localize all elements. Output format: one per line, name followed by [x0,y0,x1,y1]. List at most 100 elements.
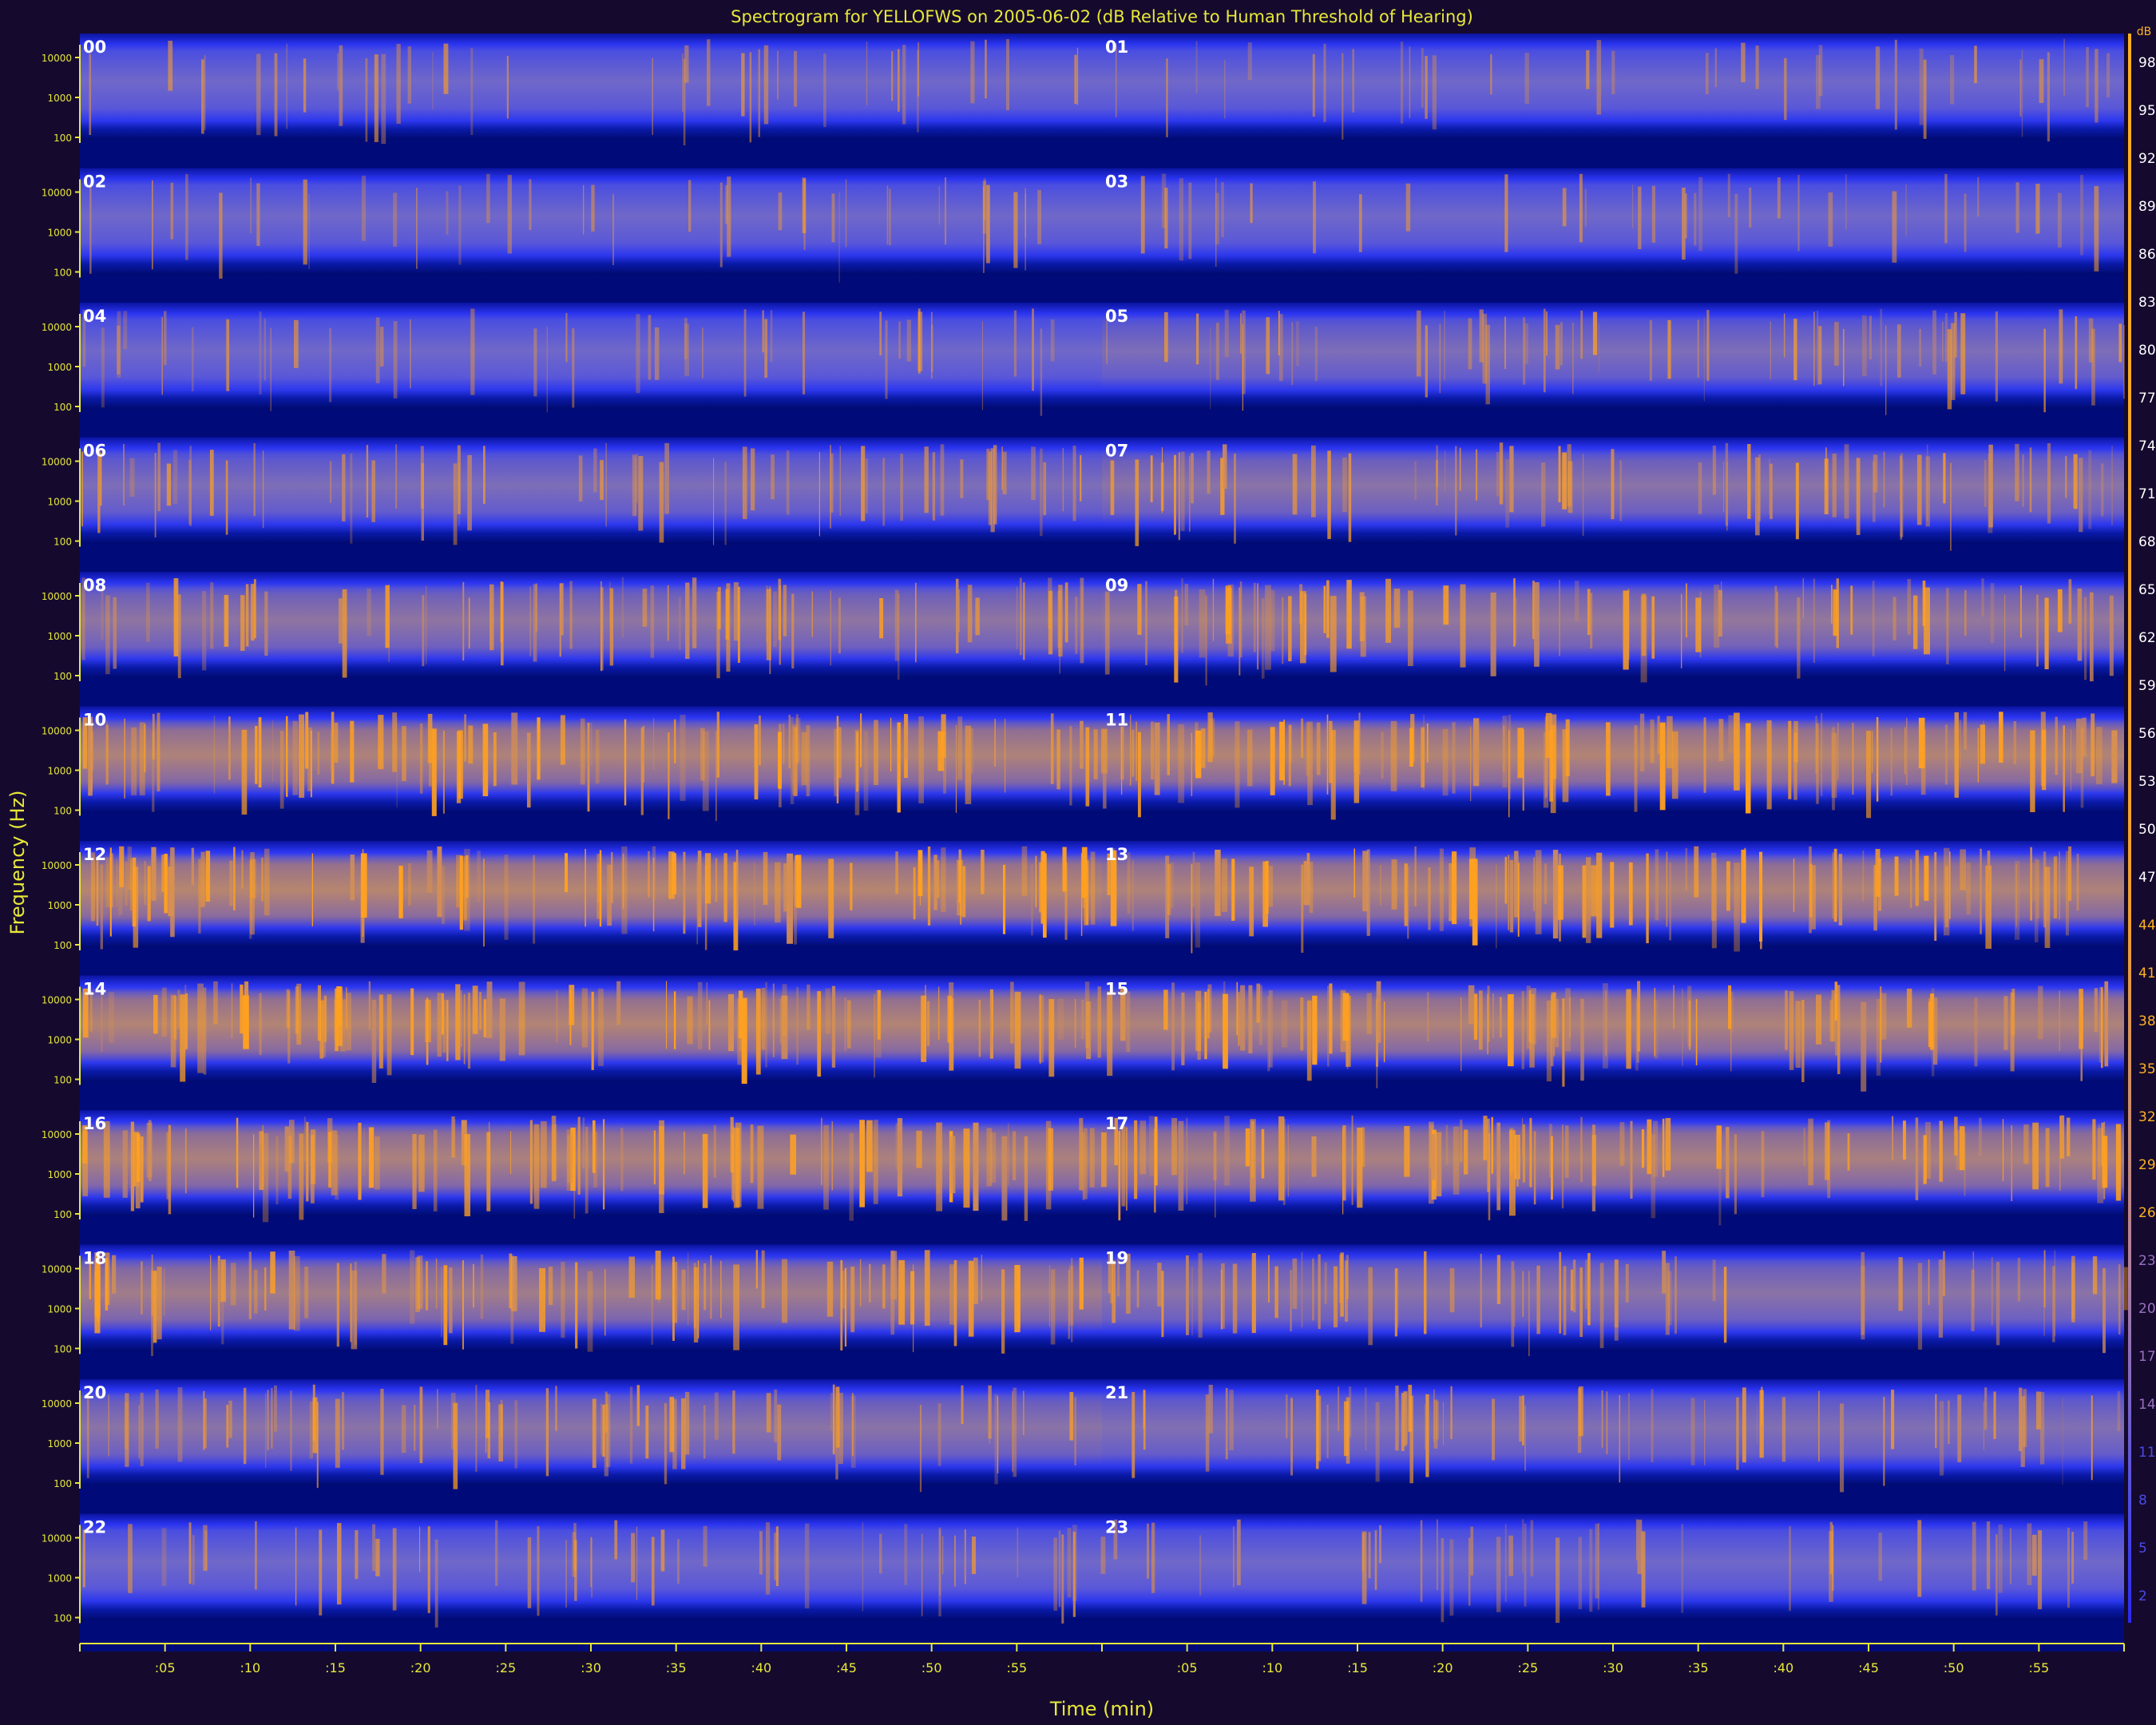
sound-event-streak [1630,1120,1633,1199]
activity-glow [1102,315,2124,391]
sound-event-streak [464,1134,470,1216]
activity-glow [1102,1122,2124,1198]
sound-event-streak [210,1255,212,1330]
sound-event-streak [1795,462,1799,540]
sound-event-streak [865,458,868,514]
y-tick-label: 1000 [47,631,72,642]
sound-event-streak [1460,997,1462,1072]
sound-event-streak [791,593,795,668]
sound-event-streak [850,862,853,910]
sound-event-streak [153,994,158,1034]
sound-event-streak [100,864,103,950]
sound-event-streak [1496,1122,1500,1211]
sound-event-streak [636,454,638,503]
sound-event-streak [681,1398,686,1469]
sound-event-streak [2115,1124,2121,1201]
sound-event-streak [1508,994,1514,1067]
sound-event-streak [219,192,223,279]
sound-event-streak [105,857,113,908]
sound-event-streak [636,1526,638,1600]
sound-event-streak [1278,311,1280,355]
sound-event-streak [213,981,218,1025]
sound-event-streak [1587,589,1591,635]
sound-event-streak [539,1268,545,1332]
sound-event-streak [1521,991,1524,1069]
sound-event-streak [2123,324,2125,399]
sound-event-streak [970,41,975,104]
sound-event-streak [1242,324,1243,411]
sound-event-streak [636,1385,640,1426]
sound-event-streak [1281,1000,1288,1048]
colorbar-tick-label: 44 [2138,918,2156,934]
colorbar-tick-label: 56 [2138,726,2156,742]
sound-event-streak [1253,582,1256,652]
sound-event-streak [2096,727,2102,785]
sound-event-streak [1694,192,1697,246]
sound-event-streak [1220,1270,1223,1330]
sound-event-streak [2082,717,2087,757]
sound-event-streak [1758,454,1762,521]
sound-event-streak [782,984,787,1036]
sound-event-streak [965,725,972,804]
sound-event-streak [723,853,727,922]
sound-event-streak [941,714,946,758]
sound-event-streak [125,1393,129,1467]
sound-event-streak [197,983,204,1073]
sound-event-streak [1442,1402,1444,1445]
sound-event-streak [811,591,813,637]
sound-event-streak [1682,188,1686,260]
sound-event-streak [1072,1525,1077,1601]
sound-event-streak [898,49,900,112]
hour-label: 05 [1105,307,1128,326]
sound-event-streak [1468,1537,1471,1606]
sound-event-streak [1987,851,1991,893]
sound-event-streak [1312,54,1315,117]
sound-event-streak [1279,721,1285,781]
sound-event-streak [1074,54,1077,105]
sound-event-streak [565,312,568,363]
sound-event-streak [203,987,207,1075]
sound-event-streak [1744,847,1746,923]
sound-event-streak [761,1250,765,1309]
sound-event-streak [593,1120,596,1173]
y-tick-label: 1000 [47,766,72,777]
sound-event-streak [1652,1120,1659,1177]
sound-event-streak [963,1128,970,1208]
sound-event-streak [1304,593,1307,656]
sound-event-streak [2091,328,2095,406]
sound-event-streak [1932,310,1936,375]
sound-event-streak [1342,53,1344,140]
sound-event-streak [1215,850,1221,916]
sound-event-streak [1374,1530,1377,1590]
sound-event-streak [985,39,987,99]
sound-event-streak [1960,313,1966,395]
sound-event-streak [1665,1263,1670,1335]
sound-event-streak [201,59,204,134]
sound-event-streak [385,585,390,648]
sound-event-streak [1490,54,1492,95]
colorbar-tick-label: 92 [2138,151,2156,167]
sound-event-streak [140,1136,144,1203]
sound-event-streak [1266,866,1274,907]
sound-event-streak [714,1392,719,1440]
x-tick-label: :05 [1177,1660,1198,1675]
sound-event-streak [1299,584,1303,624]
sound-event-streak [1267,996,1270,1072]
sound-event-streak [2092,1256,2098,1295]
sound-event-streak [1270,727,1275,795]
sound-event-streak [1453,1126,1460,1195]
sound-event-streak [1499,442,1504,505]
sound-event-streak [1579,1386,1583,1437]
sound-event-streak [2057,192,2062,248]
sound-event-streak [264,1267,267,1311]
sound-event-streak [1774,585,1778,647]
sound-event-streak [1207,450,1211,494]
sound-event-streak [163,1268,165,1316]
sound-event-streak [125,861,128,906]
sound-event-streak [157,442,161,512]
sound-event-streak [839,446,841,516]
noise-floor-band [80,135,2124,172]
sound-event-streak [141,1261,143,1315]
sound-event-streak [1998,1524,2003,1593]
